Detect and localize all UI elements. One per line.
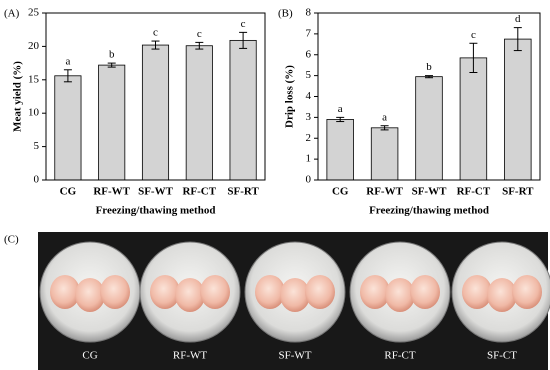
- error-bar: [195, 41, 204, 50]
- panel-label: (C): [4, 234, 19, 246]
- y-tick-label: 5: [34, 140, 40, 152]
- shrimp: [512, 275, 542, 309]
- x-tick-label: SF-WT: [138, 186, 174, 198]
- photo-caption: CG: [82, 350, 97, 362]
- shrimp: [280, 278, 310, 312]
- bar: [185, 45, 213, 181]
- shrimp: [150, 275, 180, 309]
- x-axis-label: Freezing/thawing method: [369, 205, 489, 217]
- y-tick-label: 7: [306, 27, 312, 39]
- panel-label: (B): [278, 8, 293, 20]
- significance-letter: a: [338, 103, 343, 115]
- x-tick-label: RF-CT: [182, 186, 216, 198]
- bar: [326, 119, 354, 181]
- photo-caption: SF-CT: [487, 350, 517, 362]
- error-bar: [513, 27, 522, 52]
- plot-frame: [317, 12, 541, 181]
- error-bar: [425, 75, 433, 79]
- shrimp: [305, 275, 335, 309]
- shrimp: [100, 275, 130, 309]
- plot-frame: [45, 12, 266, 181]
- y-tick-label: 1: [306, 153, 312, 165]
- significance-letter: b: [426, 61, 432, 73]
- significance-letter: c: [471, 29, 476, 41]
- x-tick-label: RF-CT: [457, 186, 491, 198]
- y-tick-label: 2: [306, 132, 312, 144]
- photo-caption: RF-CT: [384, 350, 415, 362]
- error-bar: [151, 40, 160, 50]
- x-tick-label: SF-WT: [412, 186, 448, 198]
- significance-letter: c: [241, 18, 246, 30]
- error-bar: [239, 31, 248, 49]
- bar: [54, 75, 82, 181]
- significance-letter: c: [197, 28, 202, 40]
- shrimp: [255, 275, 285, 309]
- shrimp: [175, 278, 205, 312]
- significance-letter: b: [109, 49, 115, 61]
- bar: [141, 44, 170, 181]
- x-tick-label: RF-WT: [93, 186, 130, 198]
- photo-caption: SF-WT: [279, 350, 312, 362]
- y-tick-label: 6: [306, 48, 312, 60]
- shrimp: [50, 275, 80, 309]
- bar: [370, 127, 399, 181]
- error-bar: [336, 116, 345, 123]
- y-tick-label: 3: [306, 111, 312, 123]
- significance-letter: a: [382, 111, 387, 123]
- significance-letter: d: [515, 13, 521, 25]
- x-tick-label: SF-RT: [227, 186, 259, 198]
- y-axis-label: Meat yield (%): [12, 61, 24, 132]
- y-tick-label: 8: [306, 7, 312, 19]
- x-tick-label: SF-RT: [502, 186, 534, 198]
- shrimp: [360, 275, 390, 309]
- y-tick-label: 4: [306, 90, 312, 102]
- y-tick-label: 20: [28, 40, 40, 52]
- significance-letter: c: [153, 27, 158, 39]
- bar: [459, 57, 488, 181]
- panel-label: (A): [4, 8, 20, 20]
- y-tick-label: 25: [28, 7, 40, 19]
- x-axis-label: Freezing/thawing method: [96, 205, 216, 217]
- y-tick-label: 0: [306, 174, 312, 186]
- shrimp: [487, 278, 517, 312]
- x-tick-label: RF-WT: [366, 186, 403, 198]
- error-bar: [63, 69, 72, 83]
- shrimp: [200, 275, 230, 309]
- shrimp: [462, 275, 492, 309]
- error-bar: [380, 125, 389, 131]
- bar: [504, 38, 532, 181]
- photo-caption: RF-WT: [173, 350, 208, 362]
- x-tick-label: CG: [332, 186, 349, 198]
- bar: [415, 76, 443, 181]
- y-tick-label: 15: [28, 73, 40, 85]
- x-tick-label: CG: [60, 186, 77, 198]
- bar: [98, 64, 126, 181]
- y-tick-label: 0: [34, 174, 40, 186]
- y-axis-label: Drip loss (%): [284, 65, 296, 128]
- shrimp: [410, 275, 440, 309]
- y-tick-label: 10: [28, 107, 40, 119]
- bar: [229, 39, 257, 181]
- shrimp: [385, 278, 415, 312]
- y-tick-label: 5: [306, 69, 312, 81]
- shrimp: [75, 278, 105, 312]
- error-bar: [469, 42, 478, 73]
- significance-letter: a: [65, 55, 70, 67]
- error-bar: [107, 62, 116, 68]
